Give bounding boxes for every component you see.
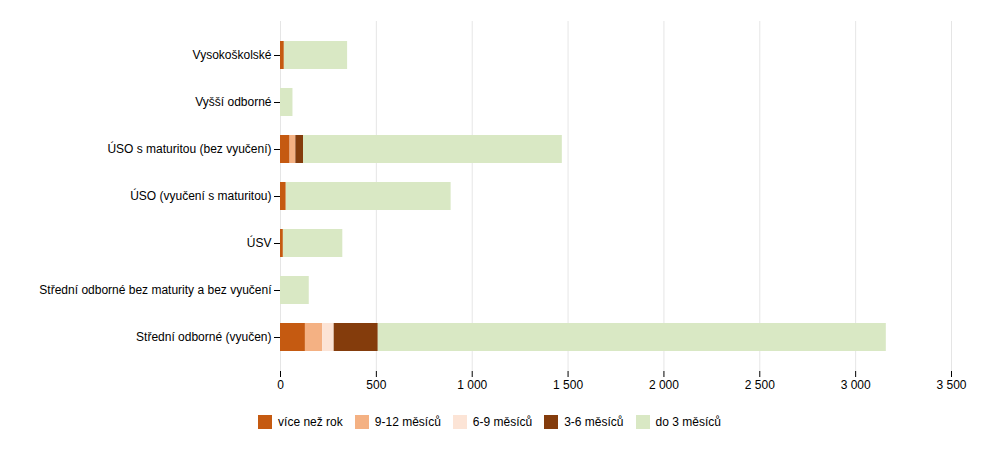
- svg-text:500: 500: [366, 378, 386, 392]
- html-text:6-9 měsíců: 6-9 měsíců: [472, 414, 533, 429]
- svg-text:3 000: 3 000: [841, 378, 871, 392]
- html-text:více než rok: více než rok: [278, 414, 343, 429]
- svg-text:3 500: 3 500: [936, 378, 966, 392]
- svg-text:1 000: 1 000: [457, 378, 487, 392]
- svg-text:ÚSO (vyučení s maturitou): ÚSO (vyučení s maturitou): [130, 188, 271, 203]
- svg-text:0: 0: [277, 378, 284, 392]
- html-text:3-6 měsíců: 3-6 měsíců: [564, 414, 624, 429]
- svg-text:Střední odborné (vyučen): Střední odborné (vyučen): [136, 330, 271, 344]
- svg-text:ÚSV: ÚSV: [247, 235, 272, 250]
- svg-text:Vyšší odborné: Vyšší odborné: [195, 95, 272, 109]
- svg-text:Vysokoškolské: Vysokoškolské: [193, 48, 272, 62]
- html-text:do 3 měsíců: do 3 měsíců: [655, 414, 721, 429]
- svg-text:2 000: 2 000: [649, 378, 679, 392]
- svg-text:ÚSO s maturitou (bez vyučení): ÚSO s maturitou (bez vyučení): [107, 141, 271, 156]
- svg-text:1 500: 1 500: [553, 378, 583, 392]
- html-text:9-12 měsíců: 9-12 měsíců: [374, 414, 441, 429]
- svg-text:Střední odborné bez maturity a: Střední odborné bez maturity a bez vyuče…: [39, 283, 272, 297]
- svg-text:2 500: 2 500: [745, 378, 775, 392]
